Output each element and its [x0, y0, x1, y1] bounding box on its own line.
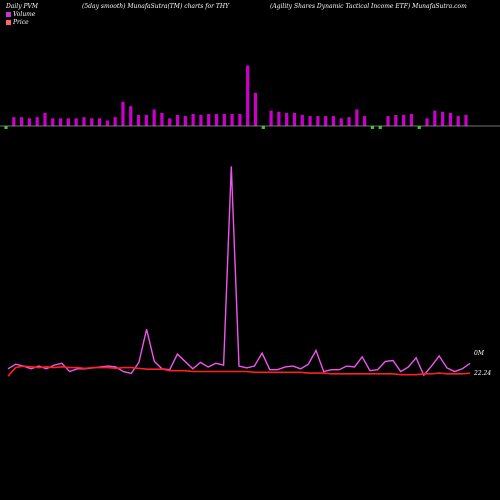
volume-bar — [113, 117, 117, 126]
volume-bar — [324, 116, 328, 126]
volume-bar — [230, 113, 234, 126]
volume-bar — [58, 118, 63, 126]
volume-bar — [355, 109, 359, 126]
volume-bar — [394, 115, 398, 126]
legend-volume-label: Volume — [13, 11, 36, 18]
volume-bar — [97, 118, 102, 126]
volume-bar — [331, 116, 336, 126]
volume-bar — [261, 126, 265, 129]
volume-bar — [136, 115, 141, 126]
volume-bar — [199, 115, 203, 126]
volume-bar — [27, 118, 31, 126]
volume-bar — [433, 110, 437, 126]
price-line — [7, 365, 471, 377]
volume-bar — [300, 115, 304, 126]
volume-bar — [168, 118, 172, 126]
volume-bar — [448, 112, 453, 126]
volume-bar — [425, 118, 429, 126]
volume-bar — [207, 113, 211, 126]
legend-volume-swatch — [6, 12, 11, 17]
volume-bar — [277, 111, 281, 126]
volume-bar — [82, 117, 86, 126]
volume-bar — [4, 126, 8, 129]
volume-bar — [308, 116, 312, 126]
chart-header-title: (5day smooth) MunafaSutra(TM) charts for… — [82, 3, 230, 10]
chart-header-left: Daily PVM — [6, 3, 39, 10]
volume-bar — [285, 112, 289, 126]
volume-bar — [191, 113, 195, 126]
volume-line — [7, 166, 471, 377]
volume-bar — [378, 126, 382, 129]
volume-bar — [370, 126, 375, 129]
price-right-label: 22.24 — [473, 370, 491, 377]
volume-bar — [175, 115, 180, 126]
volume-bar — [238, 113, 242, 126]
volume-bar — [19, 117, 24, 126]
volume-bar — [74, 118, 78, 126]
volume-bar — [121, 101, 125, 126]
volume-bar — [464, 115, 468, 126]
volume-bar — [363, 116, 367, 126]
volume-bar — [105, 120, 109, 126]
volume-bar — [339, 118, 343, 126]
volume-bar — [51, 118, 55, 126]
volume-bar — [246, 65, 250, 126]
volume-bar — [269, 110, 273, 126]
volume-bar — [386, 116, 390, 126]
volume-bar — [12, 117, 16, 126]
volume-bar — [417, 126, 421, 129]
volume-bar — [402, 115, 406, 126]
volume-bar — [35, 117, 39, 126]
volume-bar — [347, 117, 351, 126]
volume-bar — [441, 111, 445, 126]
chart-header-subtitle: (Agility Shares Dynamic Tactical Income … — [270, 3, 467, 10]
volume-right-label: 0M — [474, 350, 485, 357]
volume-bar — [66, 118, 70, 126]
volume-bar — [253, 93, 258, 126]
volume-bar — [456, 116, 460, 126]
volume-bar — [409, 113, 414, 126]
legend-price-swatch — [6, 20, 11, 25]
volume-bar — [43, 112, 47, 126]
volume-bar — [90, 118, 94, 126]
volume-bar — [292, 112, 297, 126]
legend-price-label: Price — [13, 19, 29, 26]
volume-bar — [160, 112, 164, 126]
volume-bar — [144, 115, 148, 126]
volume-bar — [152, 109, 156, 126]
volume-bars — [4, 65, 468, 129]
volume-bar — [222, 113, 226, 126]
legend-volume: Volume — [6, 11, 35, 18]
volume-bar — [183, 116, 187, 126]
volume-bar — [214, 113, 219, 126]
legend-price: Price — [6, 19, 29, 26]
volume-bar — [129, 106, 133, 126]
volume-bar — [316, 116, 320, 126]
